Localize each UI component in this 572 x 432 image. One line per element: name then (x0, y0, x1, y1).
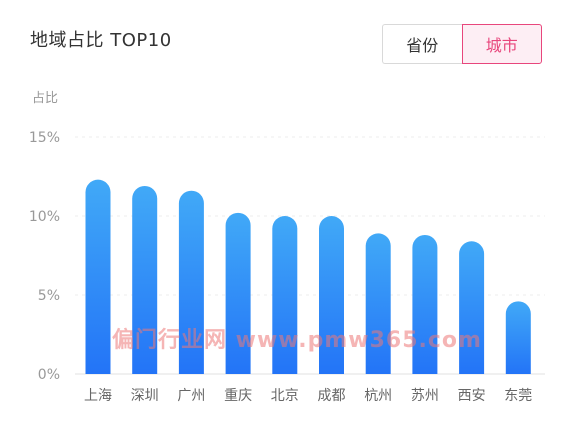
watermark: 偏门行业网 www.pmw365.com (112, 328, 482, 353)
y-tick-label: 0% (38, 367, 60, 383)
y-axis-label: 占比 (32, 91, 58, 106)
x-tick-label: 重庆 (224, 388, 252, 404)
chart-title: 地域占比 TOP10 (30, 30, 172, 51)
bar-北京[interactable] (272, 215, 298, 374)
x-tick-label: 成都 (318, 388, 346, 404)
bar-重庆[interactable] (225, 212, 251, 374)
x-tick-label: 东莞 (504, 388, 532, 404)
bar-杭州[interactable] (365, 233, 391, 374)
x-tick-label: 广州 (177, 388, 205, 404)
y-tick-label: 5% (38, 288, 60, 304)
bar-上海[interactable] (85, 179, 111, 374)
bar-东莞[interactable] (505, 301, 531, 374)
x-tick-label: 深圳 (131, 388, 159, 404)
bar-西安[interactable] (459, 241, 485, 374)
x-tick-label: 西安 (458, 388, 486, 404)
bar-苏州[interactable] (412, 234, 438, 374)
bar-深圳[interactable] (132, 185, 158, 374)
city-tab[interactable]: 城市 (461, 24, 542, 64)
bar-成都[interactable] (319, 215, 344, 374)
x-tick-label: 上海 (84, 388, 112, 404)
x-tick-label: 杭州 (364, 388, 392, 404)
y-tick-label: 10% (29, 209, 60, 225)
y-tick-label: 15% (29, 130, 60, 146)
province-tab[interactable]: 省份 (382, 24, 462, 64)
x-tick-label: 北京 (271, 388, 299, 404)
bar-广州[interactable] (178, 190, 204, 374)
x-tick-label: 苏州 (411, 388, 439, 404)
region-toggle: 省份 城市 (382, 24, 542, 64)
